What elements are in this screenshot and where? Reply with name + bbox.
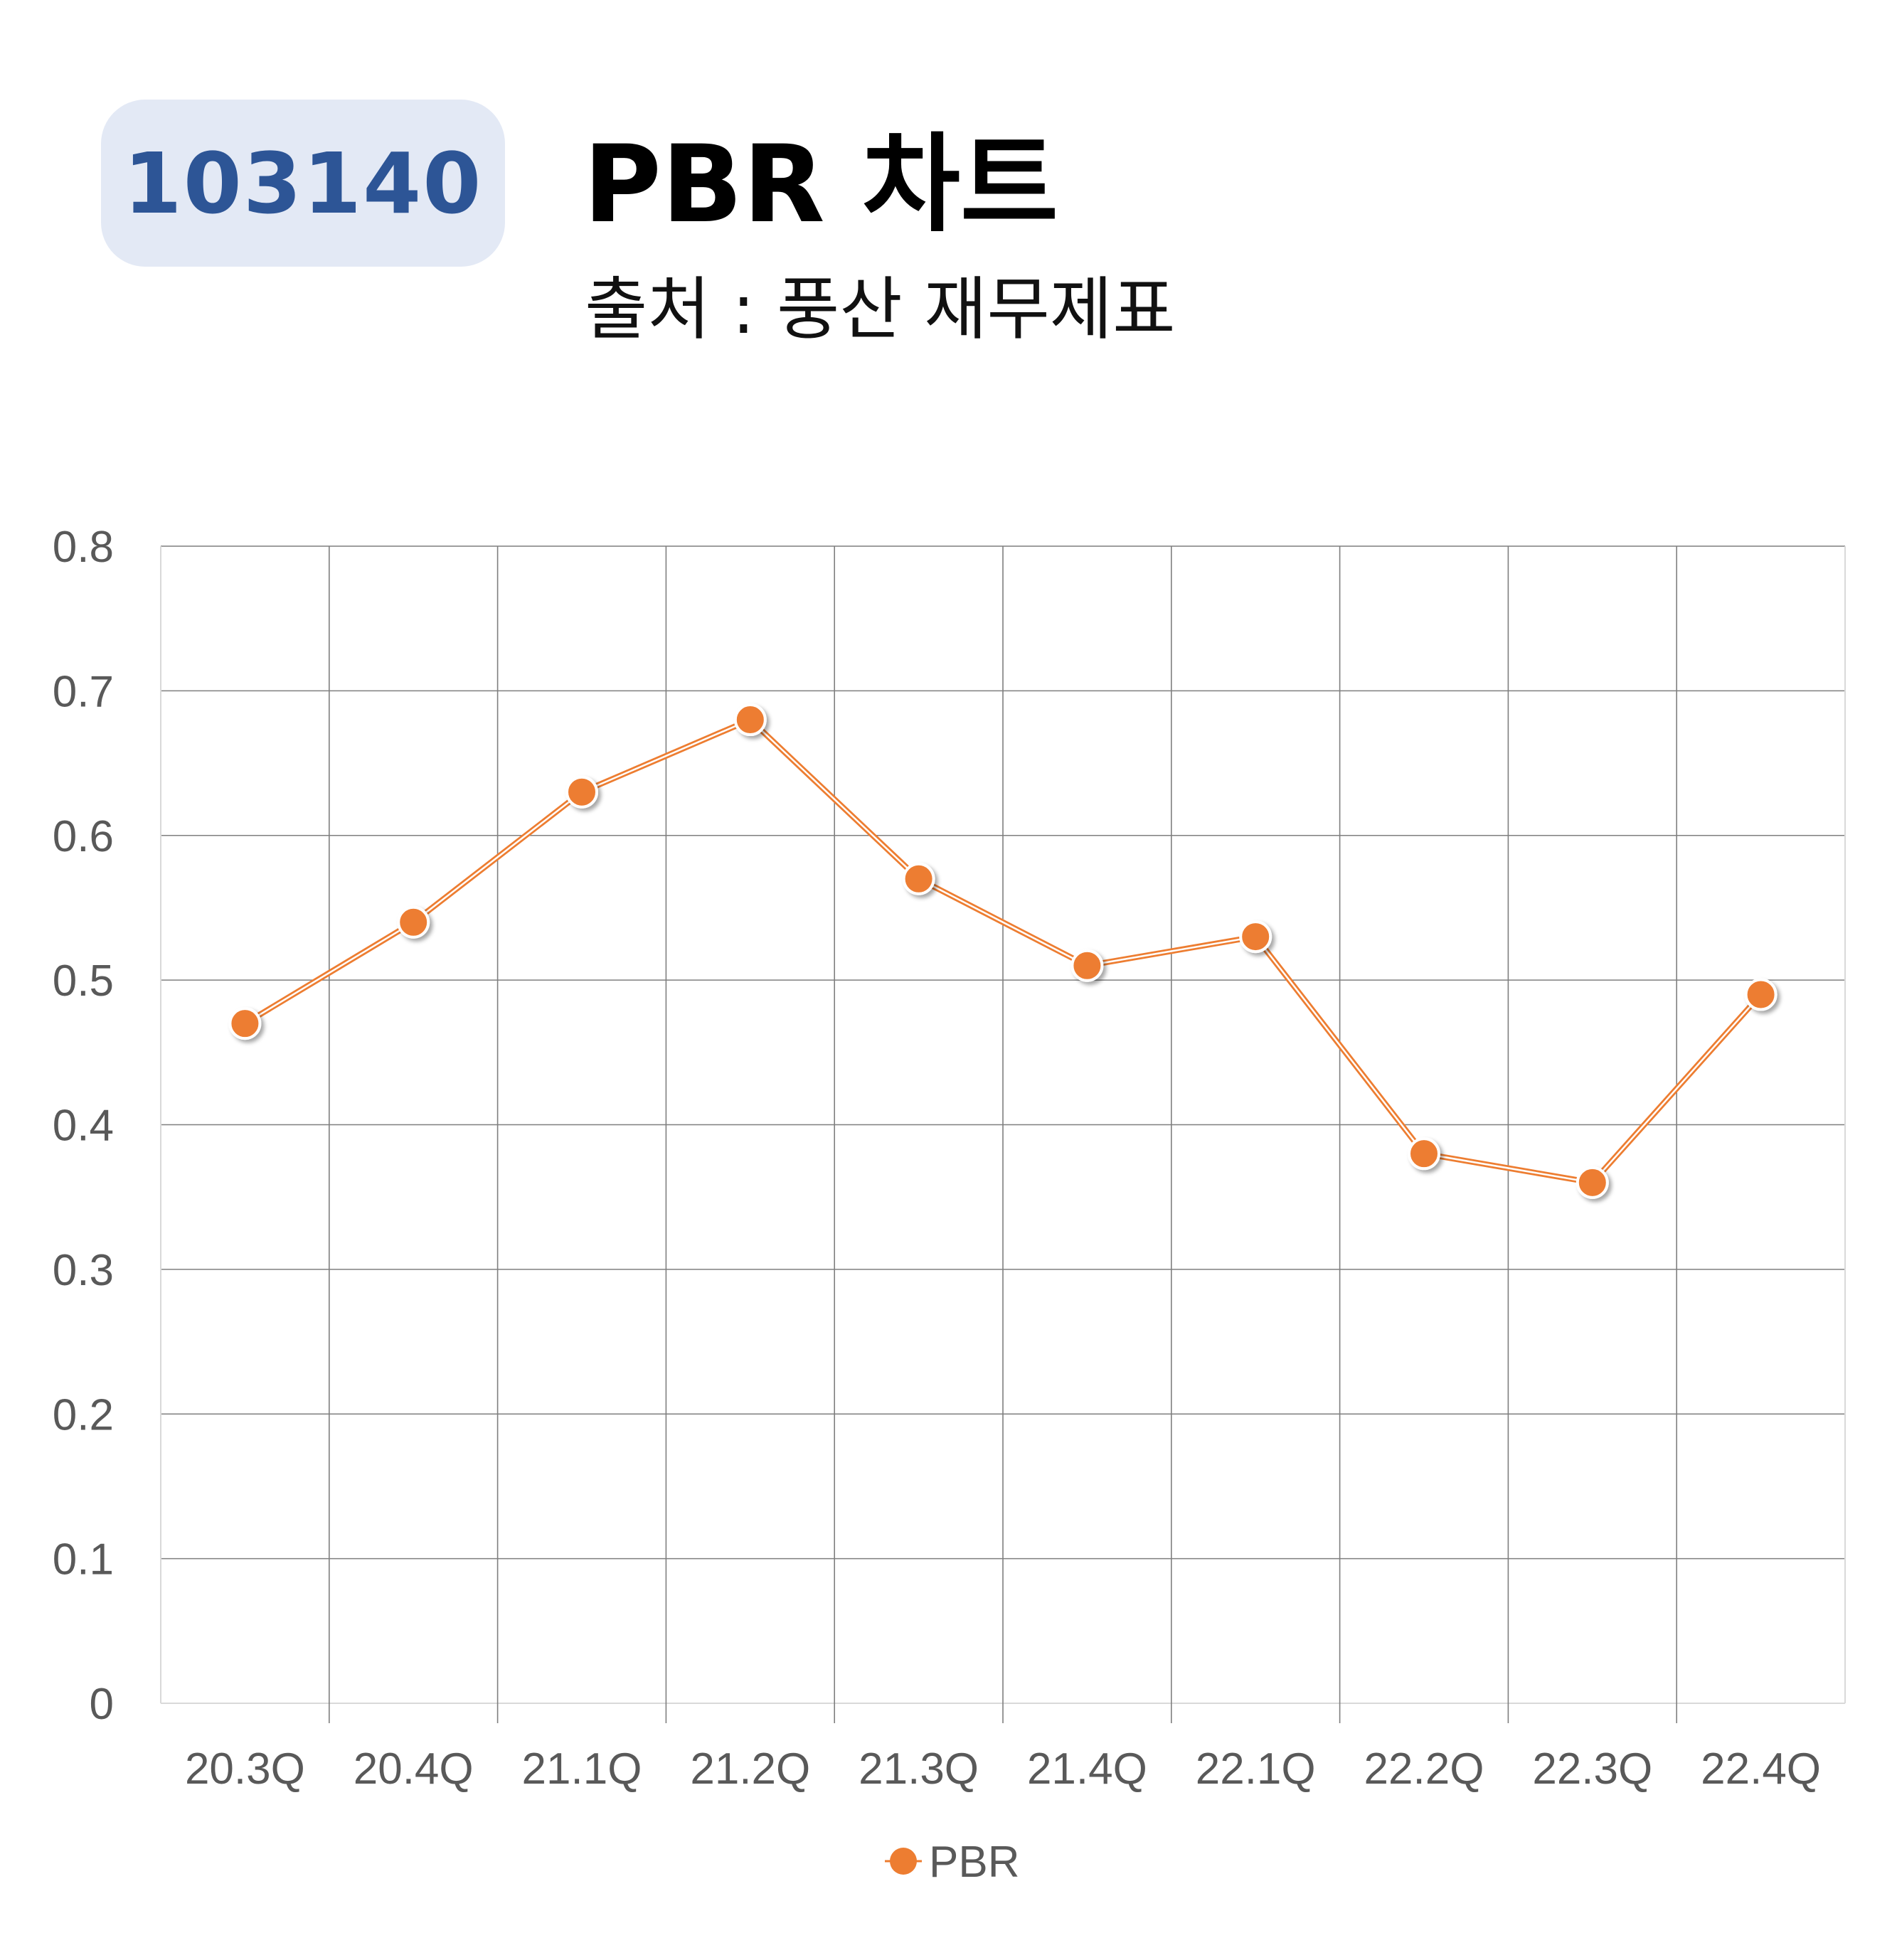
data-point — [565, 775, 598, 809]
data-point — [1575, 1166, 1609, 1199]
chart-title: PBR 차트 — [583, 123, 1058, 247]
data-point — [1744, 978, 1778, 1011]
x-tick-label: 22.3Q — [1532, 1745, 1652, 1794]
legend-label-pbr: PBR — [929, 1838, 1019, 1887]
y-tick-label: 0.7 — [53, 667, 114, 716]
x-tick-label: 21.4Q — [1027, 1745, 1147, 1794]
x-tick-label: 20.4Q — [354, 1745, 474, 1794]
legend-marker — [890, 1848, 917, 1875]
y-tick-label: 0.8 — [53, 523, 114, 572]
x-tick-label: 21.3Q — [859, 1745, 979, 1794]
data-point — [1408, 1137, 1440, 1171]
data-point — [1239, 920, 1272, 954]
legend: PBR — [885, 1838, 1019, 1887]
series-line-inner — [244, 718, 1762, 1184]
grid-lines — [160, 545, 1846, 1723]
x-tick-label: 21.2Q — [690, 1745, 810, 1794]
x-tick-label: 21.1Q — [522, 1745, 642, 1794]
x-tick-label: 20.3Q — [185, 1745, 305, 1794]
y-axis-ticks: 0 0.1 0.2 0.3 0.4 0.5 0.6 0.7 0.8 — [53, 523, 114, 1729]
data-point — [397, 905, 430, 939]
data-point — [902, 862, 935, 895]
y-tick-label: 0.5 — [53, 957, 114, 1006]
data-point — [733, 703, 767, 737]
x-axis-ticks: 20.3Q 20.4Q 21.1Q 21.2Q 21.3Q 21.4Q 22.1Q 22.2Q… — [185, 1745, 1821, 1794]
series-pbr — [228, 703, 1778, 1199]
x-tick-label: 22.2Q — [1364, 1745, 1484, 1794]
y-tick-label: 0 — [90, 1680, 114, 1729]
data-point — [228, 1007, 262, 1040]
y-tick-label: 0.4 — [53, 1102, 114, 1151]
x-tick-label: 22.4Q — [1701, 1745, 1821, 1794]
data-point — [1070, 949, 1104, 982]
y-tick-label: 0.2 — [53, 1390, 114, 1439]
y-tick-label: 0.6 — [53, 812, 114, 861]
x-tick-label: 22.1Q — [1196, 1745, 1316, 1794]
chart-subtitle: 출처 : 풍산 재무제표 — [585, 270, 1176, 349]
y-tick-label: 0.3 — [53, 1246, 114, 1295]
y-tick-label: 0.1 — [53, 1535, 114, 1584]
stock-code-badge: 103140 — [101, 100, 505, 267]
